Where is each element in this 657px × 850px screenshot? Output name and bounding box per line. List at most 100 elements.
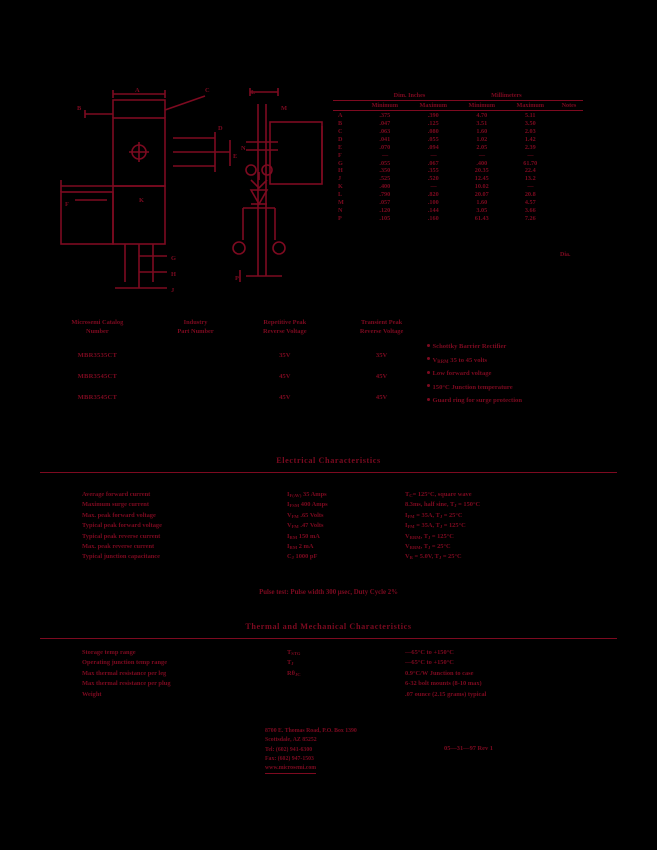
param-symbol — [287, 679, 405, 689]
part-selection-table: Microsemi Catalog Number Industry Part N… — [40, 318, 430, 408]
cell-catalog-number: MBR3545CT — [77, 373, 118, 381]
dim-cell: .120 — [379, 207, 391, 215]
table-row: H .350 .355 20.35 22.4 — [333, 167, 583, 175]
param-conditions: VRRM, TJ = 25°C — [405, 542, 451, 551]
col-header-vrsm: Transient Peak Reverse Voltage — [333, 318, 430, 345]
param-symbol — [287, 690, 405, 700]
param-symbol: RθJC — [287, 669, 301, 677]
table-row: Weight .07 ounce (2.15 grams) typical — [60, 690, 605, 700]
website-link[interactable]: www.microsemi.com — [265, 764, 317, 775]
bullet-dot-icon — [427, 397, 430, 401]
param-symbol: IFSM 400 Amps — [287, 501, 328, 509]
phone-number: Tel: (602) 941-6300 — [265, 746, 313, 753]
param-conditions: VR = 5.0V, TJ = 25°C — [405, 553, 462, 561]
feature-text: Guard ring for surge protection — [432, 397, 523, 405]
footer-address-block: 8700 E. Thomas Road, P.O. Box 1390 Scott… — [265, 727, 357, 775]
outline-drawing-svg: A B C D E F G H J K L M N P — [60, 87, 323, 294]
table-row: Operating junction temp range TJ —65°C t… — [60, 658, 605, 668]
col-header-vrrm: Repetitive Peak Reverse Voltage — [236, 318, 333, 345]
table-row: B .047 .125 3.51 3.50 — [333, 120, 583, 128]
table-row: K .400 — 10.02 — — [333, 183, 583, 191]
param-name: Average forward current — [82, 491, 151, 498]
table-row: G .055 .067 .400 61.70 — [333, 160, 583, 168]
dim-cell: .105 — [379, 215, 391, 223]
param-name: Maximum surge current — [82, 501, 149, 509]
dim-cell: 1.60 — [476, 127, 488, 135]
dim-col-notes: Notes — [561, 101, 577, 109]
dim-cell: 3.66 — [524, 207, 536, 215]
dim-cell: .355 — [427, 167, 439, 175]
table-row: F — — — — — [333, 152, 583, 160]
feature-text: Low forward voltage — [432, 370, 492, 378]
table-row: Maximum surge current IFSM 400 Amps 8.3m… — [60, 500, 605, 510]
dim-row-letter: L — [338, 191, 343, 199]
table-row: Max. peak reverse current IRM 2 mA VRRM,… — [60, 542, 605, 552]
pulse-test-note: Pulse test: Pulse width 300 μsec, Duty C… — [259, 589, 398, 596]
col-header-line: Repetitive Peak — [263, 319, 307, 326]
dim-cell: .067 — [427, 159, 439, 167]
dim-cell: .160 — [427, 215, 439, 223]
dim-cell: 13.2 — [524, 175, 536, 183]
bullet-dot-icon — [427, 357, 430, 361]
dim-row-letter: H — [338, 167, 343, 175]
dim-row-letter: F — [338, 151, 342, 159]
dim-cell: 61.43 — [474, 215, 489, 223]
dim-cell: .080 — [427, 127, 439, 135]
param-name: Max. peak reverse current — [82, 542, 155, 550]
col-header-line: Reverse Voltage — [263, 327, 307, 335]
param-value: .07 ounce (2.15 grams) typical — [405, 690, 487, 698]
dim-cell: .094 — [427, 143, 439, 151]
dim-cell: — — [430, 151, 437, 159]
dim-label-l: L — [251, 89, 255, 96]
param-name: Typical junction capacitance — [82, 553, 160, 561]
feature-text: VRRM 35 to 45 volts — [432, 356, 488, 365]
dim-table-body: A .375 .390 4.70 5.11 B .047 .125 3.51 3… — [333, 112, 583, 223]
table-row: Storage temp range TSTG —65°C to +150°C — [60, 648, 605, 658]
dim-label-d: D — [218, 125, 223, 132]
dim-cell: 1.02 — [476, 135, 488, 143]
cell-vrrm: 45V — [279, 373, 291, 381]
dim-row-letter: N — [338, 207, 343, 215]
feature-text: Schottky Barrier Rectifier — [432, 343, 507, 350]
param-conditions: IFM = 35A, TJ = 125°C — [405, 522, 466, 530]
cell-vrsm: 35V — [375, 352, 388, 360]
bullet-dot-icon — [427, 384, 430, 388]
dim-row-letter: B — [338, 119, 343, 127]
col-header-industry: Industry Part Number — [155, 318, 237, 345]
thermal-characteristics-table: Storage temp range TSTG —65°C to +150°C … — [60, 648, 605, 700]
electrical-section-title: Electrical Characteristics — [0, 456, 657, 465]
dim-cell: .125 — [427, 119, 439, 127]
dim-label-f: F — [65, 201, 69, 208]
dim-cell: — — [527, 183, 534, 191]
dim-cell: .525 — [379, 175, 391, 183]
dim-group-mm: Millimeters — [491, 92, 522, 99]
param-symbol: CJ 1000 pF — [287, 553, 318, 561]
dim-cell: .520 — [427, 175, 439, 183]
table-row: Typical junction capacitance CJ 1000 pF … — [60, 552, 605, 562]
dim-cell: .144 — [427, 207, 439, 215]
dim-cell: .400 — [476, 159, 488, 167]
param-value: 6-32 bolt mounts (8-10 max) — [405, 680, 482, 688]
param-conditions: TC= 125°C, square wave — [405, 491, 472, 499]
col-header-line: Part Number — [177, 327, 214, 335]
table-row: L .790 .820 20.07 20.8 — [333, 191, 583, 199]
param-name: Weight — [82, 690, 102, 698]
table-row: Average forward current IF(AV) 35 Amps T… — [60, 490, 605, 500]
dim-label-p: P — [235, 275, 239, 282]
dim-cell: .375 — [379, 111, 391, 119]
dim-cell: 1.60 — [476, 199, 488, 207]
dim-label-b: B — [77, 105, 82, 112]
dim-col-inch-max: Maximum — [419, 101, 448, 109]
dim-cell: — — [478, 151, 485, 159]
address-line-1: 8700 E. Thomas Road, P.O. Box 1390 — [265, 728, 357, 734]
dim-col-inch-min: Minimum — [371, 101, 399, 109]
dim-label-c: C — [205, 87, 210, 94]
section-heading: Thermal and Mechanical Characteristics — [245, 622, 412, 631]
dim-cell: 20.8 — [524, 191, 536, 199]
param-name: Typical peak reverse current — [82, 532, 161, 540]
dim-cell: 10.02 — [474, 183, 489, 191]
section-divider — [40, 472, 617, 474]
table-row: MBR3545CT 45V 45V — [40, 387, 430, 408]
dim-row-letter: M — [338, 199, 344, 207]
dim-cell: — — [430, 183, 437, 191]
